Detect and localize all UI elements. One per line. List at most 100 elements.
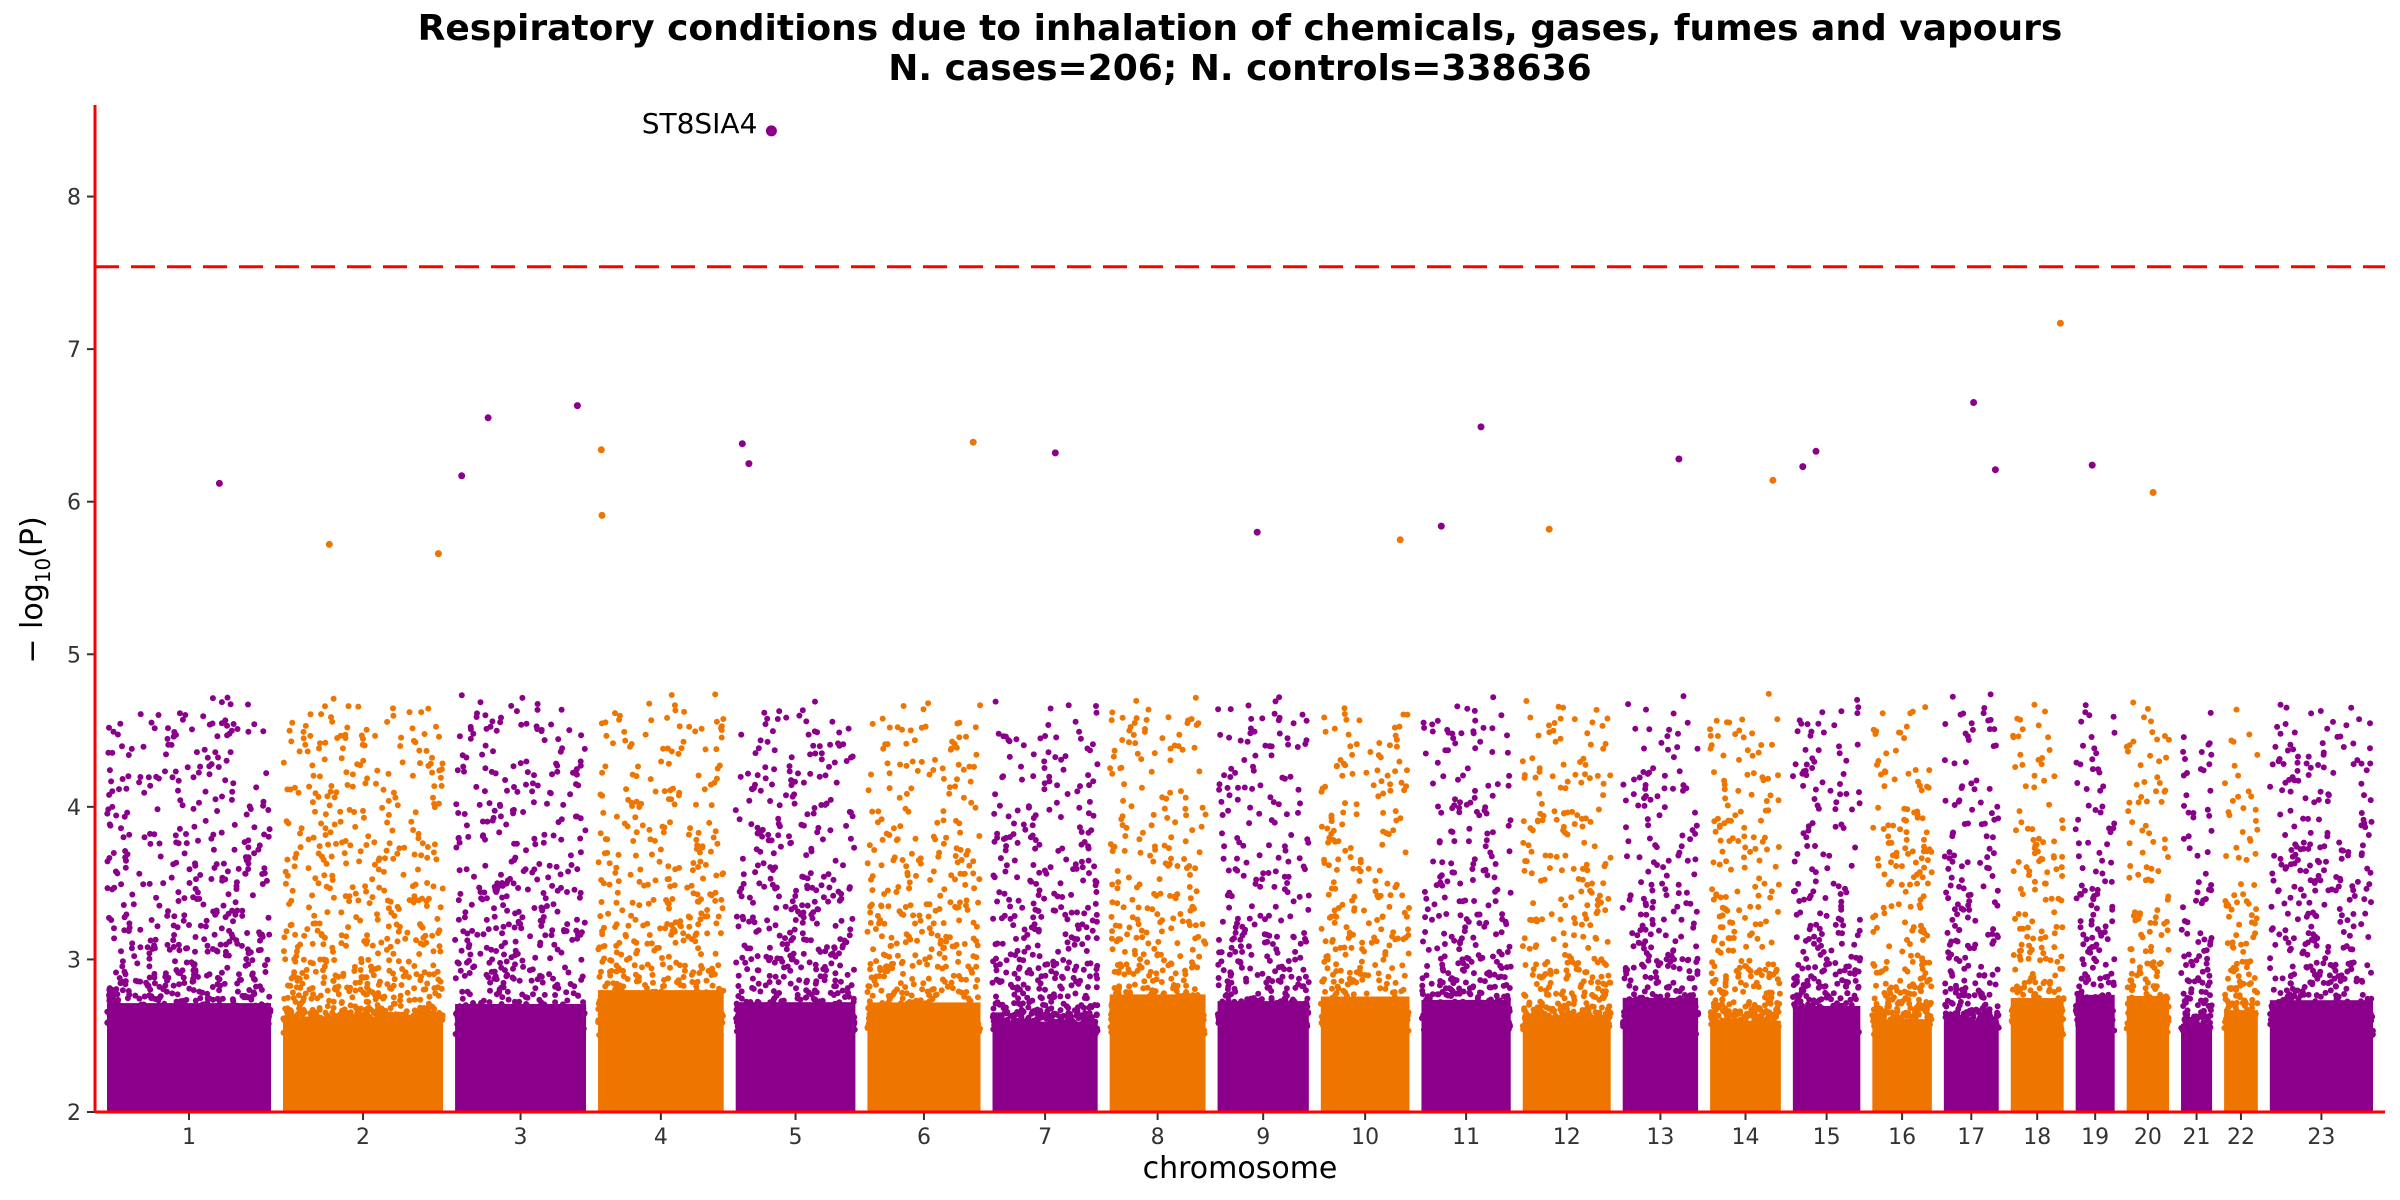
snp-point (179, 802, 186, 809)
snp-point (118, 948, 124, 955)
snp-point (881, 891, 888, 897)
snp-point (1064, 993, 1071, 1000)
snp-point (716, 1012, 723, 1019)
snp-point (1120, 904, 1127, 911)
snp-point (455, 810, 462, 816)
snp-point (774, 716, 781, 722)
snp-point (878, 1023, 885, 1030)
snp-point (366, 900, 373, 907)
snp-point (395, 928, 402, 935)
snp-point (498, 1012, 505, 1019)
snp-point (613, 980, 620, 987)
snp-point (697, 916, 704, 923)
snp-point (1149, 977, 1156, 984)
snp-point (680, 1004, 687, 1011)
snp-point (300, 995, 307, 1002)
snp-point (192, 997, 199, 1004)
snp-point (367, 1006, 374, 1013)
snp-point (222, 948, 229, 955)
snp-point (798, 821, 805, 828)
snp-point (151, 725, 158, 732)
snp-point (414, 1016, 421, 1023)
snp-point (796, 712, 803, 719)
snp-point (667, 964, 673, 971)
snp-point (148, 917, 155, 923)
snp-point (344, 724, 351, 731)
snp-point (994, 830, 1001, 837)
snp-point (832, 922, 839, 929)
snp-point (322, 739, 329, 746)
snp-point (320, 956, 327, 963)
snp-point (866, 983, 873, 990)
snp-point (866, 1019, 873, 1026)
snp-point (436, 733, 442, 740)
snp-point (436, 927, 443, 934)
snp-point (784, 941, 791, 948)
snp-point (1118, 963, 1125, 970)
snp-point (1014, 874, 1021, 881)
snp-point (534, 706, 541, 713)
snp-point (738, 731, 745, 738)
snp-point (1161, 957, 1167, 964)
snp-point (510, 880, 517, 887)
snp-point (785, 1028, 792, 1035)
snp-point (109, 986, 115, 993)
snp-point (807, 937, 814, 944)
snp-point (842, 1023, 849, 1030)
snp-point (471, 963, 478, 970)
snp-point (886, 832, 893, 838)
snp-point (695, 829, 702, 836)
snp-point (693, 801, 699, 808)
snp-point (792, 893, 799, 899)
snp-point (510, 1003, 517, 1010)
snp-point (1124, 1001, 1131, 1007)
snp-point (787, 980, 794, 987)
snp-point (1093, 703, 1099, 709)
snp-point (764, 1002, 771, 1008)
snp-point (867, 919, 874, 926)
snp-point (493, 948, 500, 954)
snp-point (840, 862, 846, 869)
snp-point (466, 957, 472, 964)
snp-point (937, 892, 944, 899)
snp-point (429, 769, 436, 776)
snp-point (320, 941, 327, 948)
snp-point (436, 1019, 443, 1026)
snp-point (812, 980, 819, 987)
snp-point (406, 997, 413, 1004)
snp-point (1066, 959, 1072, 966)
snp-point (796, 977, 803, 984)
snp-point (202, 923, 209, 930)
snp-point (913, 1010, 920, 1017)
snp-point (952, 853, 959, 859)
snp-point (364, 937, 371, 944)
snp-point (902, 939, 909, 946)
snp-point (897, 761, 904, 768)
snp-point (1007, 903, 1014, 910)
snp-point (1177, 953, 1184, 960)
snp-point (564, 921, 571, 928)
snp-point (372, 992, 378, 998)
snp-point (900, 1027, 906, 1034)
snp-point (1073, 865, 1080, 872)
snp-point (536, 861, 543, 867)
snp-point (394, 850, 401, 857)
snp-point (599, 958, 606, 965)
snp-point (869, 992, 876, 999)
snp-point (916, 959, 923, 966)
snp-point (226, 1024, 233, 1030)
snp-point (708, 995, 715, 1002)
snp-point (312, 875, 319, 882)
snp-point (263, 877, 270, 884)
snp-point (232, 1011, 239, 1018)
snp-point (1221, 843, 1228, 850)
snp-point (578, 929, 585, 936)
snp-point (108, 778, 115, 785)
snp-point (711, 971, 718, 978)
snp-point (1060, 1000, 1067, 1007)
snp-point (1196, 849, 1203, 856)
snp-point (338, 1000, 345, 1006)
snp-point (682, 962, 688, 969)
snp-point (878, 816, 885, 823)
snp-point (1192, 865, 1199, 872)
